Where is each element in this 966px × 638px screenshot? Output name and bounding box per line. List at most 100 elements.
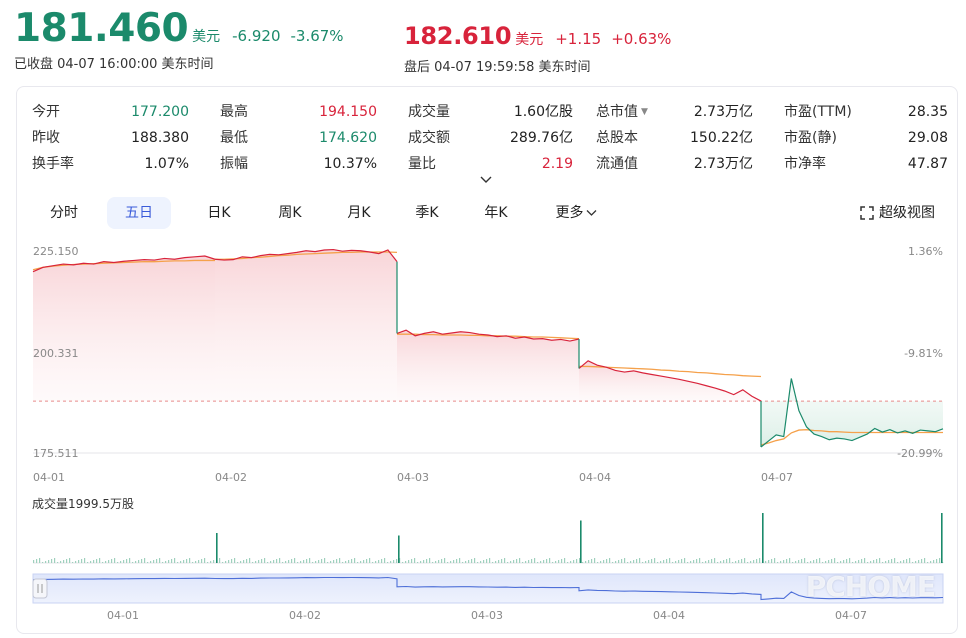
- volume-bar: [612, 562, 614, 563]
- volume-bar: [540, 561, 542, 563]
- volume-bar: [558, 560, 560, 563]
- volume-spike: [941, 513, 943, 563]
- price-area-fill: [33, 256, 215, 402]
- volume-bar: [591, 559, 593, 563]
- volume-bar: [153, 560, 155, 563]
- volume-bar: [69, 558, 71, 563]
- volume-bar: [549, 558, 551, 563]
- volume-bar: [375, 561, 377, 563]
- volume-bar: [552, 562, 554, 563]
- volume-bar: [888, 560, 890, 563]
- volume-bar: [210, 561, 212, 563]
- tab-7[interactable]: 更多: [536, 197, 616, 229]
- volume-bar: [708, 560, 710, 563]
- volume-bar: [204, 558, 206, 563]
- volume-bar: [639, 558, 641, 563]
- stat-label: 昨收: [32, 130, 60, 146]
- volume-bar: [420, 561, 422, 563]
- stat-value: 1.07%: [144, 156, 189, 172]
- volume-bar: [408, 560, 410, 563]
- volume-bar: [702, 562, 704, 563]
- volume-bar: [594, 558, 596, 563]
- super-view-label: 超级视图: [879, 205, 935, 221]
- tab-6[interactable]: 年K: [463, 197, 529, 229]
- navigator-line: [32, 576, 944, 601]
- navigator-handle-left: [32, 578, 48, 599]
- tab-1[interactable]: 五日: [107, 197, 171, 229]
- volume-bar: [297, 562, 299, 563]
- volume-bar: [177, 562, 179, 563]
- volume-bar: [57, 562, 59, 563]
- quote-card: 今开 177.200 最高 194.150 成交量 1.60亿股 总市值 ▼ 2.73万亿 市盈(…: [16, 86, 958, 634]
- volume-bar: [135, 561, 137, 563]
- stat-value: 188.380: [131, 130, 189, 146]
- volume-bar: [432, 562, 434, 563]
- volume-bar: [444, 558, 446, 563]
- stat-item: 市盈(TTM) 28.35: [784, 99, 948, 125]
- volume-bar: [741, 559, 743, 563]
- pct-tick-label: -20.99%: [897, 447, 943, 460]
- volume-bar: [837, 562, 839, 563]
- stat-item: 昨收 188.380: [32, 125, 189, 151]
- stats-row: 昨收 188.380 最低 174.620 成交额 289.76亿 总股本 150.22亿 市盈…: [32, 125, 948, 151]
- volume-bar: [102, 562, 104, 563]
- tab-0[interactable]: 分时: [31, 197, 97, 229]
- stat-item[interactable]: 总市值 ▼ 2.73万亿: [596, 99, 753, 125]
- tab-5[interactable]: 季K: [394, 197, 460, 229]
- volume-bar: [522, 562, 524, 563]
- stat-value: 2.19: [541, 156, 573, 172]
- volume-bar: [471, 559, 473, 563]
- volume-bar: [156, 559, 158, 563]
- volume-bar: [36, 559, 38, 563]
- volume-bar: [690, 561, 692, 563]
- volume-bar: [72, 562, 74, 563]
- volume-bar: [237, 562, 239, 563]
- navigator-label: 04-03: [471, 609, 503, 622]
- volume-bar: [615, 561, 617, 563]
- price-area-fill: [761, 378, 943, 447]
- chevron-down-icon[interactable]: [479, 175, 493, 185]
- volume-bar: [867, 562, 869, 563]
- tab-2[interactable]: 日K: [186, 197, 252, 229]
- tab-3[interactable]: 周K: [257, 197, 323, 229]
- volume-bar: [759, 558, 761, 563]
- volume-bar: [555, 561, 557, 563]
- price-change: -6.920: [232, 27, 281, 45]
- volume-bar: [456, 559, 458, 563]
- volume-bar: [585, 561, 587, 563]
- volume-bar: [258, 560, 260, 563]
- volume-label: 成交量1999.5万股: [32, 497, 134, 511]
- volume-bar: [387, 562, 389, 563]
- after-hours-change-pct: +0.63%: [611, 30, 672, 48]
- x-tick-label: 04-01: [33, 471, 65, 484]
- tab-4[interactable]: 月K: [326, 197, 392, 229]
- five-day-chart[interactable]: 225.150 200.331 175.511 1.36% -9.81% -20.99% 0…: [17, 87, 957, 633]
- volume-bar: [543, 560, 545, 563]
- volume-bar: [192, 562, 194, 563]
- volume-bar: [666, 559, 668, 563]
- volume-bar: [843, 560, 845, 563]
- volume-bar: [645, 561, 647, 563]
- caret-down-icon[interactable]: ▼: [641, 107, 648, 117]
- price-area-fill: [215, 249, 397, 402]
- tab-label: 日K: [207, 205, 231, 221]
- volume-bar: [423, 560, 425, 563]
- volume-bar: [339, 558, 341, 563]
- volume-bar: [345, 561, 347, 563]
- stat-item: 成交量 1.60亿股: [408, 99, 573, 125]
- volume-bar: [597, 562, 599, 563]
- volume-bar: [84, 558, 86, 563]
- volume-bar: [771, 559, 773, 563]
- volume-bar: [384, 558, 386, 563]
- volume-bar: [129, 558, 131, 563]
- volume-bar: [255, 561, 257, 563]
- volume-bar: [108, 560, 110, 563]
- volume-bar: [381, 559, 383, 563]
- volume-bar: [600, 561, 602, 563]
- stat-value: 194.150: [319, 104, 377, 120]
- volume-bar: [459, 558, 461, 563]
- volume-bar: [618, 560, 620, 563]
- volume-bar: [60, 561, 62, 563]
- super-view-button[interactable]: 超级视图: [860, 197, 935, 229]
- volume-bar: [924, 558, 926, 563]
